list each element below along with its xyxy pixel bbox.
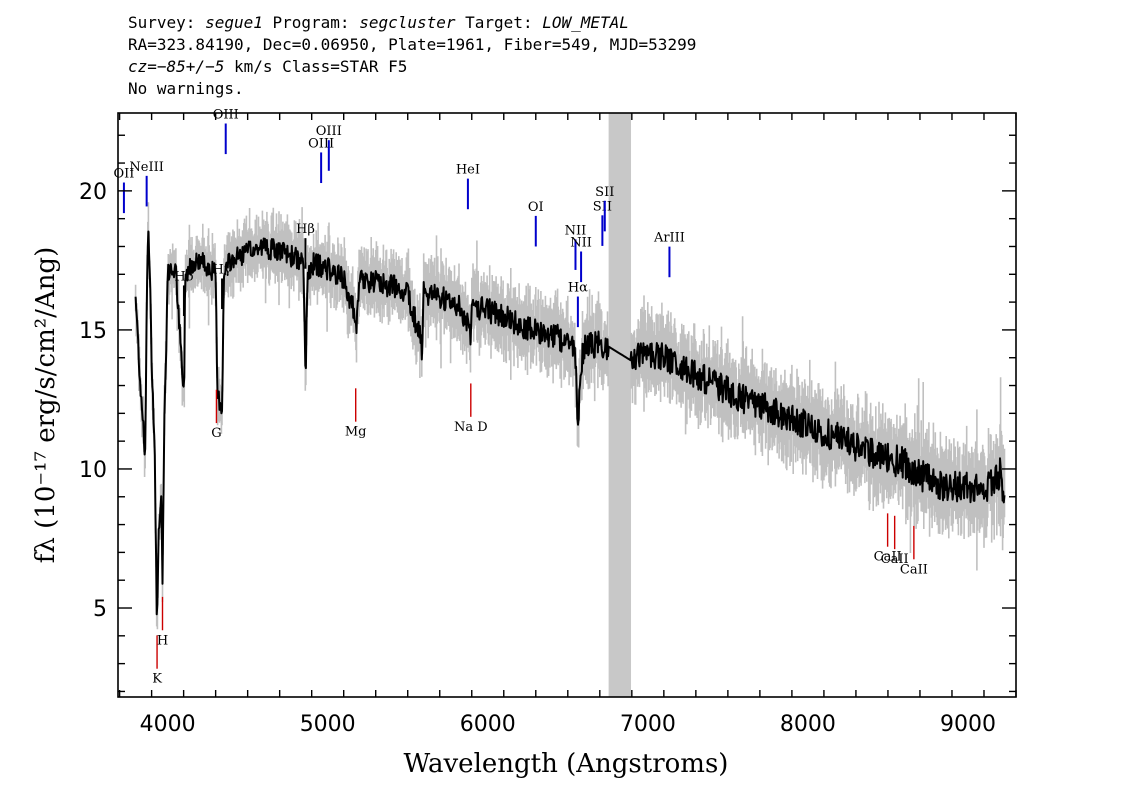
spectral-lines-layer: OIINeIIIOIIIOIIIOIIIHeIOINIIHαNIISIISIIA… bbox=[113, 107, 927, 686]
line-label-NII: NII bbox=[570, 235, 592, 250]
y-tick-label: 10 bbox=[79, 458, 107, 483]
masked-band bbox=[608, 113, 632, 697]
line-label-OIII: OIII bbox=[316, 124, 342, 139]
flux-layer bbox=[134, 230, 1006, 616]
survey-key: Survey: bbox=[128, 13, 206, 32]
line-label-OIII: OIII bbox=[213, 107, 239, 122]
line-label-Hγ: Hγ bbox=[212, 262, 231, 277]
x-tick-label: 9000 bbox=[940, 712, 996, 737]
masked-band-layer bbox=[608, 113, 632, 697]
header-line-warnings: No warnings. bbox=[128, 79, 244, 98]
line-label-OIII: OIII bbox=[308, 136, 334, 151]
cz-key: cz bbox=[128, 57, 148, 76]
x-tick-label: 7000 bbox=[620, 712, 676, 737]
x-tick-label: 4000 bbox=[140, 712, 196, 737]
line-label-H: H bbox=[157, 633, 168, 648]
line-label-Hβ: Hβ bbox=[296, 222, 315, 237]
program-key: Program: bbox=[262, 13, 360, 32]
line-label-Na D: Na D bbox=[454, 420, 488, 435]
y-axis-title: fλ (10⁻¹⁷ erg/s/cm²/Ang) bbox=[31, 247, 61, 563]
survey-value: segue1 bbox=[205, 13, 263, 32]
line-label-ArIII: ArIII bbox=[653, 231, 685, 246]
header-line-survey: Survey: segue1 Program: segcluster Targe… bbox=[128, 12, 696, 34]
flux-line bbox=[134, 230, 1006, 616]
line-label-Mg: Mg bbox=[345, 425, 367, 440]
line-label-CaII: CaII bbox=[900, 562, 928, 577]
y-tick-label: 15 bbox=[79, 319, 107, 344]
axes-layer: 4000 5000 6000 7000 8000 9000 5 10 15 20 bbox=[79, 112, 1017, 737]
line-label-G: G bbox=[211, 426, 221, 441]
plot-frame bbox=[117, 112, 1017, 698]
y-tick-label: 20 bbox=[79, 180, 107, 205]
line-label-OI: OI bbox=[528, 200, 544, 215]
line-label-CaII: CaII bbox=[874, 550, 902, 565]
line-label-CaII: CaII bbox=[881, 552, 909, 567]
x-tick-label: 8000 bbox=[780, 712, 836, 737]
spectrum-header: Survey: segue1 Program: segcluster Targe… bbox=[128, 12, 696, 100]
line-label-Hδ: Hδ bbox=[174, 269, 193, 284]
line-label-K: K bbox=[152, 672, 162, 687]
x-tick-label: 5000 bbox=[300, 712, 356, 737]
error-layer bbox=[134, 202, 1006, 630]
target-key: Target: bbox=[455, 13, 543, 32]
x-axis-title: Wavelength (Angstroms) bbox=[404, 749, 729, 779]
header-line-coordinates: RA=323.84190, Dec=0.06950, Plate=1961, F… bbox=[128, 35, 697, 54]
line-label-NeIII: NeIII bbox=[129, 160, 163, 175]
target-value: LOW_METAL bbox=[542, 13, 629, 32]
line-label-Hα: Hα bbox=[568, 281, 588, 296]
line-label-HeI: HeI bbox=[456, 163, 480, 178]
line-label-SII: SII bbox=[593, 199, 612, 214]
header-line-redshift: cz=−85+/−5 km/s Class=STAR F5 bbox=[128, 56, 696, 78]
line-label-NII: NII bbox=[565, 223, 587, 238]
x-tick-label: 6000 bbox=[460, 712, 516, 737]
y-tick-label: 5 bbox=[93, 597, 107, 622]
line-label-SII: SII bbox=[595, 185, 614, 200]
flux-error-band bbox=[134, 202, 1006, 630]
program-value: segcluster bbox=[359, 13, 456, 32]
class-text: km/s Class=STAR F5 bbox=[224, 57, 408, 76]
cz-value: =−85+/−5 bbox=[147, 57, 225, 76]
